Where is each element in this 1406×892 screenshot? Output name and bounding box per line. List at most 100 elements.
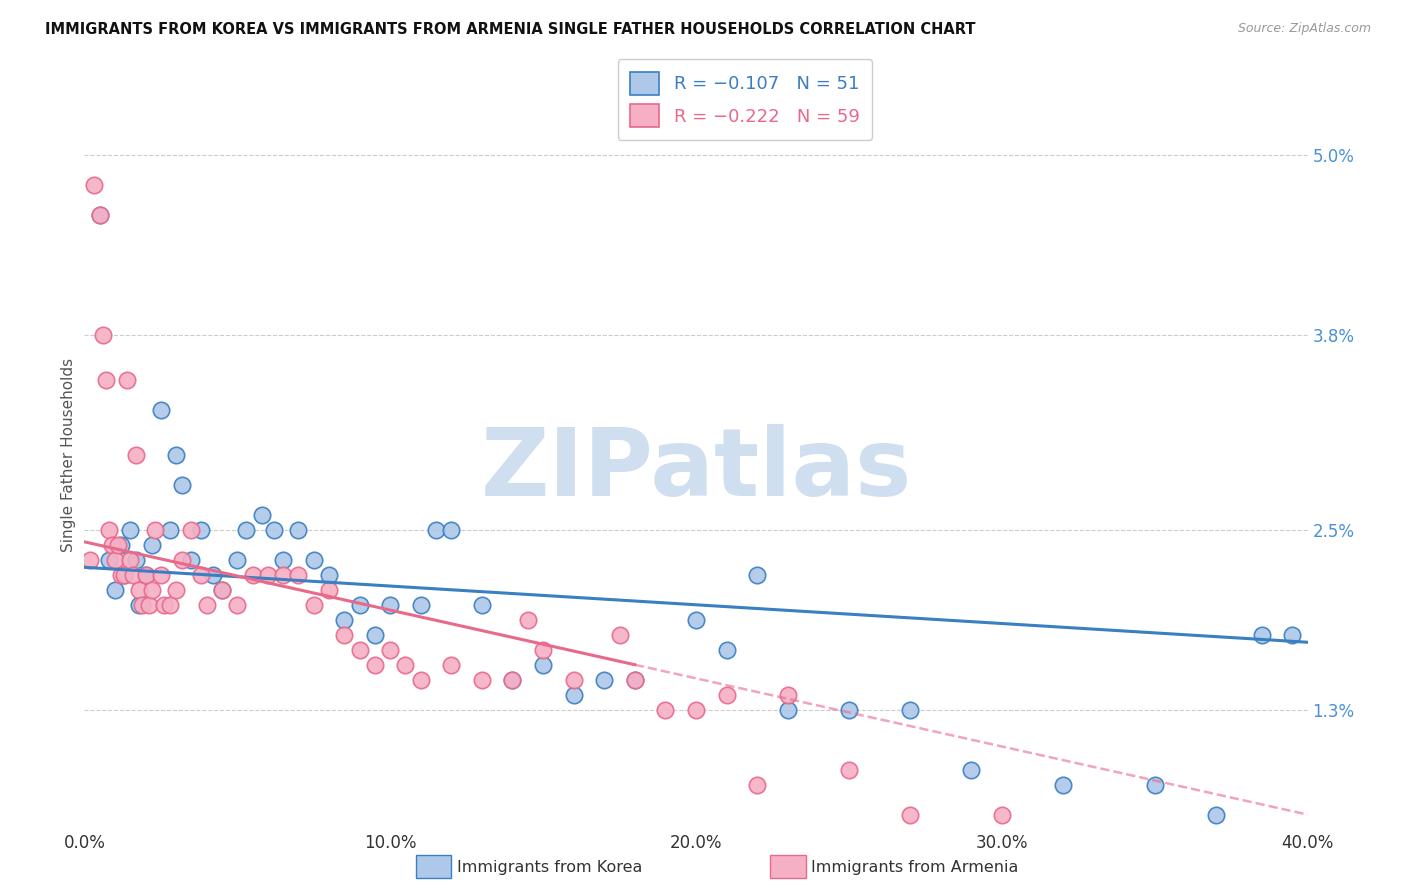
Point [120, 523, 142, 537]
Point [716, 642, 738, 657]
Point [180, 523, 202, 537]
Legend: R = −0.107   N = 51, R = −0.222   N = 59: R = −0.107 N = 51, R = −0.222 N = 59 [617, 60, 872, 140]
Point [172, 478, 194, 492]
Point [349, 598, 371, 612]
Point [624, 673, 647, 687]
Point [180, 553, 202, 567]
Point [364, 657, 387, 672]
Text: Source: ZipAtlas.com: Source: ZipAtlas.com [1237, 22, 1371, 36]
Point [128, 598, 150, 612]
Point [101, 538, 124, 552]
Point [104, 582, 127, 597]
Point [91, 328, 114, 343]
Point [135, 567, 157, 582]
Point [263, 523, 285, 537]
Point [110, 567, 132, 582]
Point [1281, 628, 1303, 642]
Point [271, 567, 294, 582]
Point [287, 523, 309, 537]
Point [235, 523, 257, 537]
Point [125, 553, 148, 567]
Point [960, 763, 983, 777]
Point [89, 208, 111, 222]
Point [172, 553, 194, 567]
Point [409, 598, 432, 612]
Point [141, 538, 163, 552]
Point [471, 598, 494, 612]
Point [149, 403, 172, 417]
Point [165, 582, 187, 597]
Point [502, 673, 524, 687]
Point [97, 523, 120, 537]
Point [110, 538, 132, 552]
Point [138, 598, 160, 612]
Point [143, 523, 166, 537]
Point [685, 703, 707, 717]
Point [165, 448, 187, 462]
Point [609, 628, 631, 642]
Point [425, 523, 447, 537]
Point [685, 613, 707, 627]
Point [380, 598, 402, 612]
Point [440, 657, 463, 672]
Point [562, 688, 585, 702]
Point [79, 553, 101, 567]
Point [89, 208, 111, 222]
Point [211, 582, 233, 597]
Point [898, 703, 921, 717]
Point [654, 703, 676, 717]
Point [898, 807, 921, 822]
Point [107, 538, 129, 552]
Point [190, 523, 212, 537]
Point [624, 673, 647, 687]
Text: Immigrants from Korea: Immigrants from Korea [457, 860, 643, 874]
Point [1052, 778, 1074, 792]
Point [287, 567, 309, 582]
Point [1205, 807, 1227, 822]
Point [125, 448, 148, 462]
Point [122, 567, 145, 582]
Point [394, 657, 416, 672]
Point [159, 523, 181, 537]
Point [120, 553, 142, 567]
Point [226, 553, 249, 567]
Point [97, 553, 120, 567]
Point [471, 673, 494, 687]
Point [302, 553, 325, 567]
Point [1250, 628, 1272, 642]
Point [112, 567, 135, 582]
Text: ZIPatlas: ZIPatlas [481, 424, 911, 516]
Point [776, 688, 799, 702]
Point [115, 373, 138, 387]
Point [593, 673, 616, 687]
Point [747, 778, 769, 792]
Point [516, 613, 538, 627]
Point [333, 628, 356, 642]
Point [141, 582, 163, 597]
Point [201, 567, 224, 582]
Text: IMMIGRANTS FROM KOREA VS IMMIGRANTS FROM ARMENIA SINGLE FATHER HOUSEHOLDS CORREL: IMMIGRANTS FROM KOREA VS IMMIGRANTS FROM… [45, 22, 976, 37]
Point [190, 567, 212, 582]
Point [271, 553, 294, 567]
Point [128, 582, 150, 597]
Point [318, 567, 340, 582]
Point [531, 642, 554, 657]
Point [716, 688, 738, 702]
Point [349, 642, 371, 657]
Point [1143, 778, 1166, 792]
Point [380, 642, 402, 657]
Point [838, 763, 860, 777]
Point [333, 613, 356, 627]
Point [153, 598, 176, 612]
Point [159, 598, 181, 612]
Point [302, 598, 325, 612]
Point [131, 598, 153, 612]
Point [991, 807, 1014, 822]
Point [195, 598, 218, 612]
Point [149, 567, 172, 582]
Point [531, 657, 554, 672]
Point [838, 703, 860, 717]
Point [104, 553, 127, 567]
Point [776, 703, 799, 717]
Point [318, 582, 340, 597]
